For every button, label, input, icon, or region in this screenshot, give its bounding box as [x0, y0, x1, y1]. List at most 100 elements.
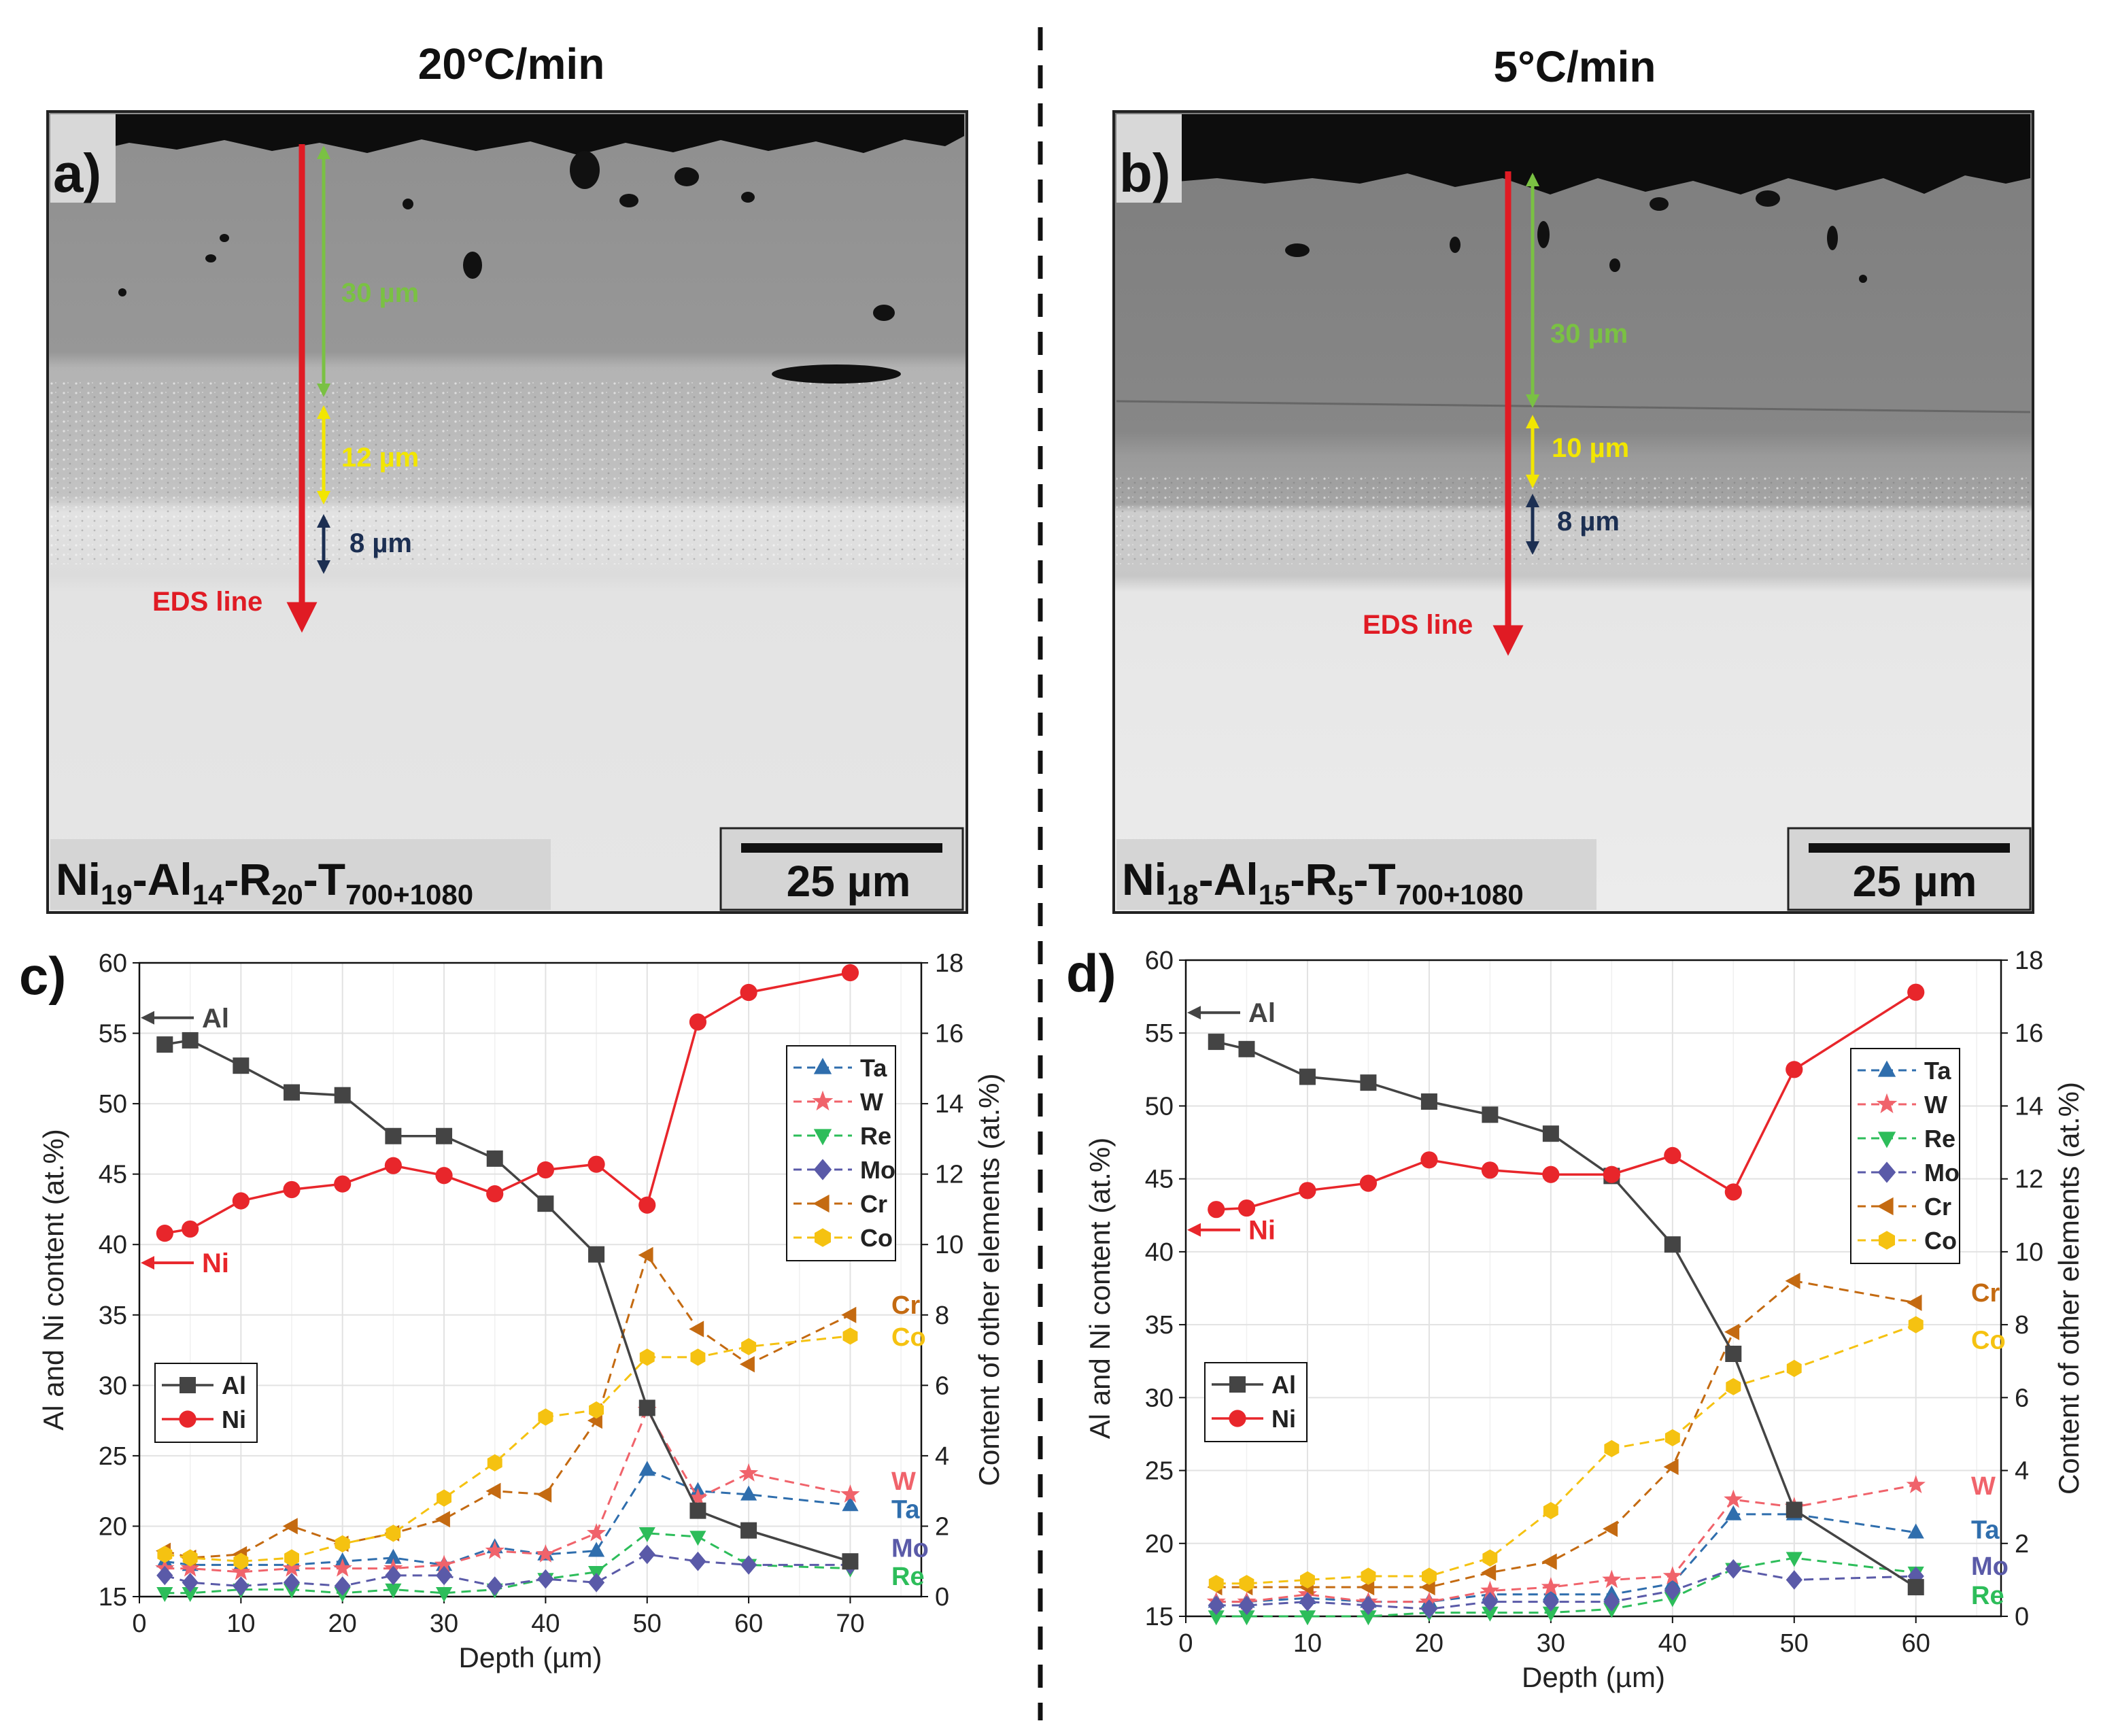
- point-ni: [1237, 1199, 1256, 1217]
- point-mo: [537, 1569, 554, 1589]
- y-tick-label: 35: [99, 1301, 127, 1330]
- point-cr: [689, 1321, 704, 1338]
- point-re: [1482, 1606, 1499, 1622]
- x-tick-label: 60: [1902, 1629, 1930, 1658]
- y-tick-label: 40: [99, 1231, 127, 1259]
- point-ni: [1359, 1174, 1378, 1192]
- measure-label-b-3: 8 µm: [1557, 507, 1620, 537]
- point-cr: [841, 1306, 857, 1323]
- legend-other-elements: [1850, 1048, 1960, 1264]
- y-tick-label: 30: [1145, 1384, 1174, 1412]
- point-al: [233, 1057, 250, 1074]
- point-w: [332, 1558, 352, 1577]
- series-label-re: Re: [1971, 1582, 2004, 1610]
- point-mo: [334, 1576, 351, 1596]
- series-line-mo: [164, 1553, 851, 1588]
- point-cr: [638, 1246, 653, 1263]
- chart-c: c) 0 10 20 30 40 50 60 70 15 20 25 30 35 40 45 50 55 60 0 2 4…: [19, 946, 1005, 1673]
- x-tick-label: 30: [430, 1610, 458, 1638]
- point-ni: [232, 1192, 250, 1210]
- series-label-cr: Cr: [1971, 1279, 2000, 1308]
- point-co: [1422, 1567, 1437, 1585]
- y2-tick-label: 16: [2015, 1019, 2043, 1048]
- point-cr: [485, 1482, 501, 1499]
- measure-label-a-3: 8 µm: [349, 528, 412, 558]
- legend-label-mo: Mo: [1924, 1159, 1960, 1187]
- legend-label-ni: Ni: [1271, 1405, 1296, 1433]
- legend-label-mo: Mo: [860, 1156, 895, 1184]
- point-co: [157, 1546, 173, 1563]
- point-co: [1208, 1575, 1224, 1593]
- point-co: [182, 1549, 198, 1567]
- scale-label-b: 25 µm: [1853, 857, 1977, 906]
- point-al: [1786, 1501, 1803, 1518]
- point-mo: [638, 1544, 655, 1565]
- point-cr: [1603, 1520, 1618, 1537]
- legend-marker-re: [813, 1129, 832, 1146]
- sample-label-b: Ni18-Al15-R5-T700+1080: [1122, 854, 1524, 910]
- point-ni: [638, 1196, 656, 1214]
- legend-marker-co: [815, 1228, 831, 1247]
- legend-label-al: Al: [1271, 1371, 1296, 1399]
- panel-a: a) EDS line 30 µm 12 µm 8 µm Ni19-Al14-R…: [46, 110, 968, 914]
- point-co: [284, 1549, 299, 1567]
- point-co: [1726, 1378, 1741, 1395]
- point-re: [1208, 1610, 1225, 1626]
- y-tick-label: 60: [1145, 947, 1174, 975]
- point-cr: [282, 1518, 298, 1535]
- point-ni: [1664, 1146, 1681, 1164]
- legend-marker-al: [180, 1377, 196, 1393]
- point-co: [538, 1408, 553, 1426]
- point-al: [1420, 1093, 1437, 1110]
- x-axis-title: Depth (µm): [459, 1641, 602, 1673]
- point-ni: [536, 1161, 555, 1179]
- y2-tick-label: 0: [2015, 1603, 2029, 1631]
- y2-tick-label: 18: [2015, 947, 2043, 975]
- y-axis-title: Al and Ni content (at.%): [37, 1129, 69, 1431]
- point-cr: [434, 1511, 450, 1528]
- measure-label-a-2: 12 µm: [341, 443, 419, 473]
- point-al: [638, 1399, 655, 1416]
- point-w: [281, 1558, 302, 1577]
- point-mo: [1786, 1570, 1803, 1590]
- eds-label-b: EDS line: [1363, 610, 1473, 640]
- axis-pointer-label-al: Al: [202, 1004, 229, 1034]
- legend-label-co: Co: [1924, 1227, 1957, 1255]
- point-re: [1360, 1610, 1377, 1626]
- legend-marker-ta: [1877, 1060, 1896, 1077]
- series-line-w: [165, 1408, 851, 1573]
- measure-label-a-1: 30 µm: [341, 278, 419, 308]
- point-co: [1361, 1567, 1376, 1585]
- x-tick-label: 10: [1293, 1629, 1322, 1658]
- sample-box-b: [1116, 839, 1596, 910]
- legend-label-co: Co: [860, 1224, 893, 1252]
- point-ni: [1208, 1201, 1225, 1219]
- sem-surface-a: [50, 114, 964, 155]
- point-al: [284, 1084, 301, 1101]
- point-al: [1664, 1236, 1681, 1253]
- measure-label-b-1: 30 µm: [1550, 319, 1628, 349]
- point-w: [1480, 1580, 1500, 1599]
- y2-tick-label: 6: [2015, 1384, 2029, 1412]
- sem-texture-a: [50, 381, 964, 564]
- point-al: [842, 1553, 859, 1570]
- point-mo: [588, 1573, 605, 1593]
- series-label-ta: Ta: [1971, 1516, 2000, 1544]
- point-cr: [1663, 1459, 1679, 1476]
- x-tick-label: 0: [132, 1610, 146, 1638]
- y2-tick-label: 6: [935, 1372, 949, 1400]
- point-re: [182, 1587, 199, 1602]
- measure-label-b-2: 10 µm: [1552, 433, 1629, 463]
- point-al: [689, 1502, 706, 1519]
- series-line-co: [1216, 1323, 1917, 1585]
- y-tick-label: 40: [1145, 1238, 1174, 1267]
- legend-marker-co: [1879, 1231, 1895, 1250]
- point-w: [180, 1558, 200, 1577]
- point-mo: [1542, 1592, 1559, 1612]
- point-ni: [1299, 1182, 1316, 1199]
- x-tick-label: 40: [1658, 1629, 1687, 1658]
- point-mo: [1360, 1595, 1377, 1616]
- point-cr: [1785, 1272, 1800, 1289]
- y2-tick-label: 18: [935, 949, 963, 978]
